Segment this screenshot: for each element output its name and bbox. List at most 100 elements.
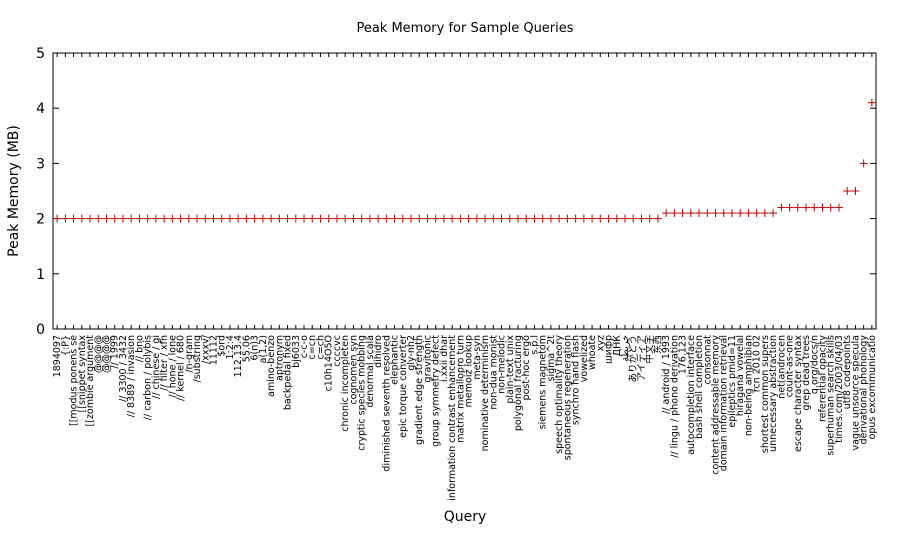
y-axis: 0 1 2 3 4 5 — [36, 46, 876, 338]
data-point — [505, 214, 514, 223]
x-tick-label: c=cn — [307, 335, 318, 359]
data-point — [209, 214, 218, 223]
x-tick-label: consonnat — [702, 335, 713, 385]
data-point — [94, 214, 103, 223]
x-tick-label: // carbon / polybis — [143, 335, 154, 420]
x-tick-label: // bno — [134, 335, 145, 362]
x-tick-label: aptronym — [274, 335, 285, 381]
data-point — [127, 214, 136, 223]
data-point — [407, 214, 416, 223]
data-point — [834, 203, 843, 212]
x-tick-label: /substring — [192, 335, 203, 382]
x-tick-label: vague unsource specula — [850, 335, 861, 451]
data-point — [522, 214, 531, 223]
data-point — [275, 214, 284, 223]
x-tick-label: 55.06 — [241, 335, 252, 362]
data-point — [851, 187, 860, 195]
x-tick-label: @@@@ — [101, 335, 112, 373]
data-point — [695, 209, 704, 218]
data-point — [777, 203, 786, 212]
x-tick-label: count-as-one — [785, 335, 796, 397]
x-tick-label: derivational phonology — [859, 335, 870, 445]
x-tick-label: times.com/2003/04/03 — [834, 335, 845, 443]
x-tick-label: superhuman search skills — [826, 335, 837, 456]
data-point — [571, 214, 580, 223]
chart-title: Peak Memory for Sample Queries — [356, 21, 573, 36]
data-point — [135, 214, 144, 223]
data-point — [802, 203, 811, 212]
x-tick-label: speech optimality theory — [554, 335, 565, 454]
data-point — [110, 214, 119, 223]
x-tick-label: gly-nh2 — [406, 335, 417, 371]
data-point — [810, 203, 819, 212]
x-tick-label: diminished seventh resolved — [381, 335, 392, 472]
x-tick-label: sigma^2t — [546, 335, 557, 382]
x-tick-label: vowelized — [579, 335, 590, 382]
data-point — [826, 203, 835, 212]
data-point — [349, 214, 358, 223]
x-axis: 1894097{:P}[[modus ponens se[[snippet sy… — [52, 53, 878, 501]
x-tick-label: denormal scala — [365, 335, 376, 408]
data-point — [415, 214, 424, 223]
data-point — [497, 214, 506, 223]
data-point — [160, 214, 169, 223]
x-tick-label: [[zombie argument — [85, 335, 96, 427]
data-point — [374, 214, 383, 223]
x-tick-label: // kernel / 680 — [176, 335, 187, 401]
data-point — [61, 214, 70, 223]
x-tick-label: dihidro — [373, 335, 384, 368]
x-tick-label: cognomen syn — [348, 335, 359, 405]
data-point — [291, 214, 300, 223]
data-point — [168, 214, 177, 223]
data-point — [703, 209, 712, 218]
data-point — [472, 214, 481, 223]
data-point — [439, 214, 448, 223]
data-point — [77, 214, 86, 223]
x-tick-label: cryptic species mobbing — [357, 335, 368, 451]
x-tick-label: opus excommunicatio — [867, 335, 878, 440]
data-point — [645, 214, 654, 223]
data-point — [283, 214, 292, 223]
x-tick-label: @@@@ — [93, 335, 104, 373]
x-tick-label: chronic incompleten — [340, 335, 351, 432]
x-tick-label: خريطة — [620, 335, 631, 362]
x-tick-label: spontaneous regeneration — [562, 335, 573, 460]
data-point — [423, 214, 432, 223]
data-point — [69, 214, 78, 223]
data-point — [744, 209, 753, 218]
x-tick-label: polygonal fracturing — [513, 335, 524, 431]
data-point — [431, 214, 440, 223]
x-tick-label: rcn 2010 02 — [752, 335, 763, 392]
data-point — [612, 214, 621, 223]
y-tick-label: 4 — [36, 101, 45, 117]
x-tick-label: bj6033 — [291, 335, 302, 368]
x-axis-label: Query — [444, 509, 487, 525]
x-tick-label: // android / 1993 — [661, 335, 672, 414]
x-tick-label: non-being amphibian — [743, 335, 754, 436]
data-point — [588, 214, 597, 223]
x-tick-label: meta-syn — [472, 335, 483, 380]
x-tick-label: 112.13.4 — [233, 335, 244, 377]
x-tick-label: net(androcen — [776, 335, 787, 399]
x-tick-label: referential opacity — [818, 335, 829, 422]
data-point — [513, 214, 522, 223]
data-point — [316, 214, 325, 223]
data-point — [324, 214, 333, 223]
data-point — [390, 214, 399, 223]
data-point — [176, 214, 185, 223]
data-point — [225, 214, 234, 223]
data-point — [201, 214, 210, 223]
x-tick-label: /n-gram — [184, 335, 195, 373]
data-point — [341, 214, 350, 223]
data-point — [53, 214, 62, 223]
x-tick-label: 东西 — [652, 335, 664, 354]
x-tick-label: group symmetry defect — [431, 335, 442, 447]
data-point — [818, 203, 827, 212]
data-point — [538, 214, 547, 223]
x-tick-label: c-c-o — [299, 335, 310, 358]
x-tick-label: whoate — [587, 335, 598, 370]
x-tick-label: // chinese / gi — [151, 335, 162, 399]
data-point — [653, 214, 662, 223]
data-point — [678, 209, 687, 218]
